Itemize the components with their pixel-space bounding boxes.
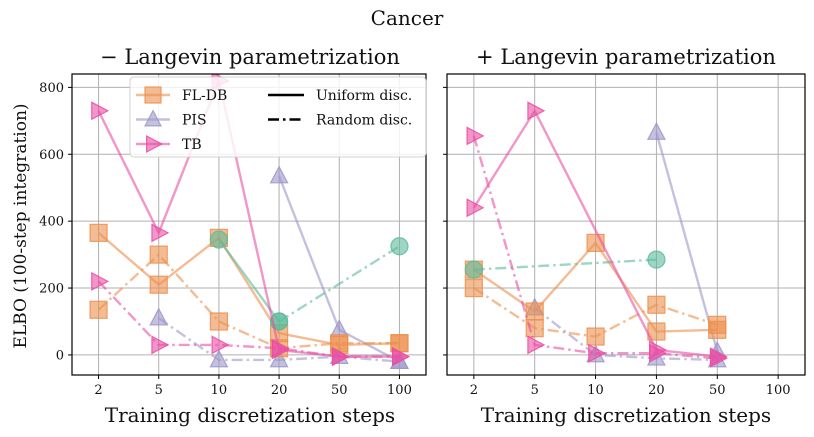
data-point-pis bbox=[646, 121, 666, 140]
legend-label-fldb: FL-DB bbox=[182, 88, 227, 104]
data-point-extra bbox=[464, 260, 483, 279]
data-point-fldb bbox=[708, 315, 727, 334]
legend-label-pis: PIS bbox=[182, 113, 207, 129]
data-point-pis bbox=[269, 165, 289, 184]
legend-label-solid: Uniform disc. bbox=[316, 88, 412, 104]
axes-frame bbox=[446, 73, 806, 376]
series-line-fldb-dashdot bbox=[97, 253, 400, 350]
plot-area bbox=[89, 74, 411, 370]
data-point-fldb bbox=[149, 245, 168, 264]
data-point-extra bbox=[209, 230, 229, 249]
x-tick-label: 10 bbox=[211, 383, 228, 398]
axes-frame bbox=[71, 73, 427, 376]
data-point-tb bbox=[527, 335, 546, 355]
data-point-fldb bbox=[586, 327, 605, 346]
legend: FL-DB PIS TB Uniform disc. Random disc. bbox=[129, 76, 427, 158]
y-tick-label: 600 bbox=[39, 148, 64, 163]
x-axis-label-right: Training discretization steps bbox=[481, 403, 771, 427]
x-tick-label: 100 bbox=[387, 383, 412, 398]
panel-title-with-langevin: + Langevin parametrization bbox=[476, 45, 776, 69]
y-tick-label: 200 bbox=[39, 282, 64, 297]
figure-title: Cancer bbox=[371, 6, 444, 30]
data-point-tb bbox=[91, 271, 110, 291]
legend-marker-tb bbox=[146, 135, 164, 153]
x-tick-label: 5 bbox=[531, 383, 539, 398]
x-tick-label: 50 bbox=[331, 383, 348, 398]
data-point-fldb bbox=[464, 278, 483, 298]
legend-box bbox=[129, 76, 427, 158]
series-line-pis-solid bbox=[655, 132, 719, 352]
data-point-fldb bbox=[89, 300, 108, 319]
data-point-tb bbox=[649, 343, 668, 363]
y-axis-label: ELBO (100-step integration) bbox=[11, 103, 31, 348]
panel-with-langevin: + Langevin parametrization Training disc… bbox=[443, 45, 806, 427]
series-line-tb-dashdot bbox=[472, 135, 718, 360]
data-point-tb bbox=[392, 347, 411, 367]
data-point-fldb bbox=[525, 302, 544, 321]
data-point-tb bbox=[588, 343, 607, 363]
data-point-fldb bbox=[89, 223, 108, 242]
legend-marker-fldb bbox=[144, 86, 162, 104]
data-point-fldb bbox=[525, 319, 544, 338]
x-tick-label: 100 bbox=[766, 383, 791, 398]
data-point-extra bbox=[647, 250, 666, 269]
data-point-tb bbox=[211, 335, 230, 355]
data-point-pis bbox=[269, 349, 289, 368]
data-point-fldb bbox=[149, 275, 168, 294]
data-point-tb bbox=[331, 347, 350, 367]
series-line-fldb-solid bbox=[97, 231, 400, 347]
data-point-pis bbox=[209, 349, 229, 368]
data-point-fldb bbox=[647, 295, 666, 314]
data-point-fldb bbox=[209, 312, 229, 331]
y-tick-label: 0 bbox=[56, 348, 64, 363]
data-point-pis bbox=[149, 307, 169, 326]
x-tick-label: 20 bbox=[648, 383, 665, 398]
legend-label-tb: TB bbox=[182, 137, 202, 153]
x-tick-label: 20 bbox=[271, 383, 288, 398]
data-point-tb bbox=[151, 335, 170, 355]
x-tick-label: 2 bbox=[470, 383, 478, 398]
series-line-pis-dashdot bbox=[533, 307, 718, 362]
data-point-extra bbox=[390, 237, 409, 256]
panel-title-without-langevin: − Langevin parametrization bbox=[100, 45, 400, 69]
series-line-extra-dashdot bbox=[278, 245, 401, 323]
data-point-tb bbox=[151, 223, 170, 243]
data-point-tb bbox=[466, 198, 485, 218]
plot-area bbox=[464, 101, 728, 368]
data-point-tb bbox=[709, 348, 728, 368]
x-tick-label: 2 bbox=[94, 383, 102, 398]
x-tick-label: 5 bbox=[155, 383, 163, 398]
panel-without-langevin: − Langevin parametrization Training disc… bbox=[39, 45, 427, 427]
y-tick-label: 400 bbox=[39, 215, 64, 230]
data-point-tb bbox=[271, 338, 290, 358]
data-point-tb bbox=[466, 126, 485, 146]
y-tick-label: 800 bbox=[39, 81, 64, 96]
x-axis-label-left: Training discretization steps bbox=[105, 403, 395, 427]
legend-label-dashdot: Random disc. bbox=[316, 113, 412, 129]
data-point-tb bbox=[91, 101, 110, 121]
series-line-tb-solid bbox=[472, 109, 718, 358]
x-tick-label: 50 bbox=[709, 383, 726, 398]
data-point-tb bbox=[527, 101, 546, 121]
x-tick-label: 10 bbox=[587, 383, 604, 398]
series-line-extra-dashdot bbox=[473, 258, 657, 271]
legend-marker-pis bbox=[144, 109, 162, 127]
series-line-tb-dashdot bbox=[97, 280, 400, 358]
